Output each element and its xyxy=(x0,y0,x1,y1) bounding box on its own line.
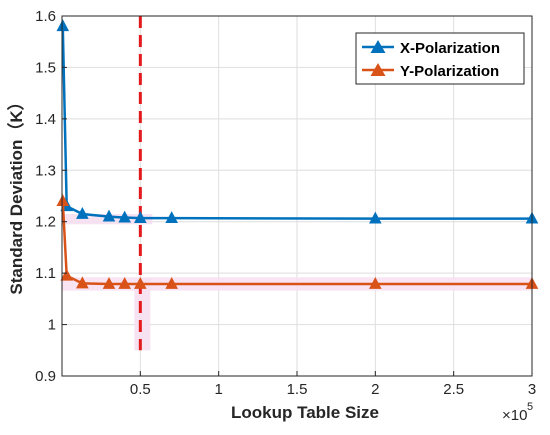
data-point-y-polarization xyxy=(134,276,147,289)
legend: X-Polarization Y-Polarization xyxy=(355,32,525,85)
legend-entry-x-polarization: X-Polarization xyxy=(362,40,500,57)
data-point-x-polarization xyxy=(76,207,89,219)
data-point-x-polarization xyxy=(134,211,147,224)
x-axis-exponent: ×10 5 xyxy=(502,401,533,424)
y-tick-label: 1 xyxy=(48,317,56,334)
y-tick-label: 0.9 xyxy=(35,368,56,385)
y-tick-label: 1.6 xyxy=(35,8,56,25)
data-point-y-polarization xyxy=(102,276,116,289)
legend-label-x-polarization: X-Polarization xyxy=(400,40,500,57)
x-tick-label: 0.5 xyxy=(130,381,151,398)
x-tick-label: 3 xyxy=(528,381,536,398)
x-axis-exponent-power: 5 xyxy=(527,401,533,413)
data-point-y-polarization xyxy=(165,276,178,289)
legend-entry-y-polarization: Y-Polarization xyxy=(362,63,499,80)
data-point-y-polarization xyxy=(56,194,70,207)
y-tick-label: 1.1 xyxy=(35,265,56,282)
legend-triangle-icon-y-polarization xyxy=(370,63,386,76)
tick-labels-layer: 0.5 1 1.5 2 2.5 3 0.9 1 1.1 1.2 1.3 1.4 1.5 1.6 xyxy=(35,8,536,398)
y-axis-label: Standard Deviation（K） xyxy=(6,93,26,294)
data-point-x-polarization xyxy=(102,209,116,222)
x-tick-label: 2.5 xyxy=(443,381,464,398)
axes-layer xyxy=(61,15,533,377)
x-axis-label: Lookup Table Size xyxy=(231,403,379,422)
x-axis-exponent-base: ×10 xyxy=(502,407,527,424)
y-tick-label: 1.3 xyxy=(35,162,56,179)
data-point-y-polarization xyxy=(60,268,73,281)
data-point-x-polarization xyxy=(165,211,178,224)
y-tick-label: 1.5 xyxy=(35,59,56,76)
data-point-y-polarization xyxy=(369,276,382,289)
legend-triangle-icon-x-polarization xyxy=(370,40,386,53)
series-layer xyxy=(56,19,539,289)
x-tick-label: 1 xyxy=(214,381,222,398)
legend-label-y-polarization: Y-Polarization xyxy=(400,63,499,80)
data-point-x-polarization xyxy=(56,19,70,32)
data-point-y-polarization xyxy=(76,276,89,289)
y-tick-label: 1.2 xyxy=(35,214,56,231)
x-tick-label: 1.5 xyxy=(287,381,308,398)
data-point-x-polarization xyxy=(118,210,131,223)
highlight-band-ref xyxy=(134,278,151,351)
data-point-x-polarization xyxy=(369,211,382,224)
data-point-y-polarization xyxy=(118,276,131,289)
x-tick-label: 2 xyxy=(371,381,379,398)
y-tick-label: 1.4 xyxy=(35,111,56,128)
